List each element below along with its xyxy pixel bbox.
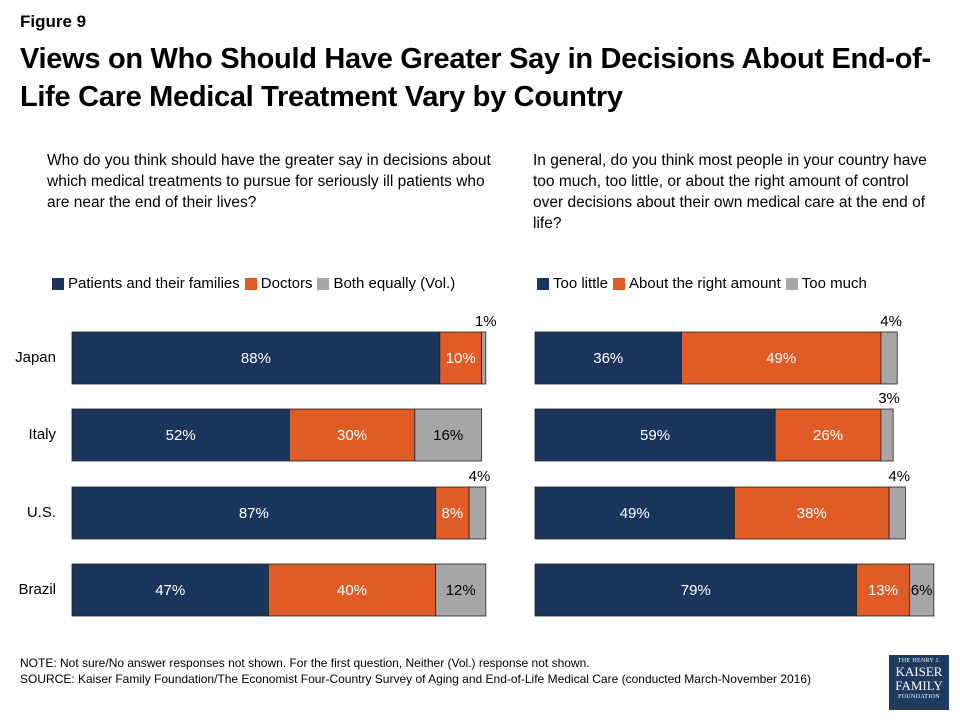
legend-item-doctors: Doctors bbox=[244, 275, 313, 292]
bar-segment bbox=[534, 408, 776, 462]
bar-segment bbox=[288, 408, 416, 462]
data-label: 12% bbox=[446, 582, 476, 599]
country-label-italy: Italy bbox=[28, 426, 56, 443]
legend-item-too-much: Too much bbox=[785, 275, 867, 292]
legend-label: Too much bbox=[801, 275, 867, 292]
bar-segment bbox=[435, 563, 487, 617]
data-label: 26% bbox=[813, 427, 843, 444]
bar-segment bbox=[71, 408, 290, 462]
bar-segment bbox=[71, 563, 269, 617]
legend-swatch bbox=[317, 277, 330, 290]
bar-segment bbox=[681, 331, 882, 385]
bar-segment bbox=[774, 408, 882, 462]
country-label-japan: Japan bbox=[15, 349, 56, 366]
bar-segment bbox=[880, 408, 894, 462]
data-label: 6% bbox=[911, 582, 933, 599]
legend-item-about-right: About the right amount bbox=[613, 275, 781, 292]
bar-segment bbox=[880, 331, 898, 385]
right-legend: Too little About the right amount Too mu… bbox=[537, 275, 872, 292]
logo-line: THE HENRY J. bbox=[897, 658, 941, 664]
bar-segment bbox=[888, 486, 906, 540]
data-label: 49% bbox=[766, 350, 796, 367]
legend-swatch bbox=[613, 277, 626, 290]
bar-segment bbox=[468, 486, 487, 540]
data-label: 3% bbox=[878, 390, 900, 407]
data-label: 13% bbox=[868, 582, 898, 599]
note-text: NOTE: Not sure/No answer responses not s… bbox=[20, 656, 590, 670]
bar-segment bbox=[71, 331, 441, 385]
logo-line: KAISER bbox=[895, 664, 943, 679]
bar-segment bbox=[534, 563, 857, 617]
data-label: 1% bbox=[475, 313, 497, 330]
data-label: 47% bbox=[155, 582, 185, 599]
bar-segment bbox=[414, 408, 483, 462]
data-label: 4% bbox=[888, 468, 910, 485]
chart-title: Views on Who Should Have Greater Say in … bbox=[20, 43, 931, 113]
data-label: 4% bbox=[469, 468, 491, 485]
legend-swatch bbox=[785, 277, 798, 290]
bar-segment bbox=[481, 331, 487, 385]
legend-label: Too little bbox=[553, 275, 609, 292]
right-question: In general, do you think most people in … bbox=[533, 152, 927, 232]
bar-segment bbox=[71, 486, 437, 540]
country-label-brazil: Brazil bbox=[18, 581, 56, 598]
bar-segment bbox=[439, 331, 483, 385]
data-label: 38% bbox=[797, 505, 827, 522]
legend-swatch bbox=[537, 277, 549, 290]
legend-label: About the right amount bbox=[629, 275, 781, 292]
data-label: 36% bbox=[593, 350, 623, 367]
legend-label: Doctors bbox=[260, 275, 313, 292]
bar-segment bbox=[435, 486, 470, 540]
country-label-us: U.S. bbox=[26, 504, 56, 521]
bar-segment bbox=[534, 486, 735, 540]
data-label: 30% bbox=[337, 427, 367, 444]
legend-label: Patients and their families bbox=[68, 275, 240, 292]
data-label: 4% bbox=[880, 313, 902, 330]
data-label: 52% bbox=[166, 427, 196, 444]
data-label: 8% bbox=[442, 505, 464, 522]
source-text: SOURCE: Kaiser Family Foundation/The Eco… bbox=[20, 672, 812, 686]
bar-segment bbox=[534, 331, 682, 385]
figure-label: Figure 9 bbox=[20, 12, 87, 31]
data-label: 16% bbox=[433, 427, 463, 444]
legend-item-too-little: Too little bbox=[537, 275, 608, 292]
left-question: Who do you think should have the greater… bbox=[47, 152, 491, 211]
bar-segment bbox=[268, 563, 437, 617]
legend-swatch bbox=[52, 277, 64, 290]
notes: NOTE: Not sure/No answer responses not s… bbox=[20, 655, 870, 687]
bar-segment bbox=[734, 486, 890, 540]
legend-label: Both equally (Vol.) bbox=[333, 275, 456, 292]
data-label: 59% bbox=[640, 427, 670, 444]
data-label: 87% bbox=[239, 505, 269, 522]
legend-item-patients: Patients and their families bbox=[52, 275, 240, 292]
data-label: 49% bbox=[620, 505, 650, 522]
logo-line: FAMILY bbox=[895, 678, 943, 693]
bar-segment bbox=[909, 563, 935, 617]
legend-swatch bbox=[244, 277, 257, 290]
data-label: 10% bbox=[446, 350, 476, 367]
logo-line: FOUNDATION bbox=[898, 694, 940, 700]
data-label: 40% bbox=[337, 582, 367, 599]
left-legend: Patients and their families Doctors Both… bbox=[52, 275, 460, 292]
kff-logo: THE HENRY J. KAISER FAMILY FOUNDATION bbox=[889, 655, 949, 710]
data-label: 79% bbox=[681, 582, 711, 599]
data-label: 88% bbox=[241, 350, 271, 367]
legend-item-both-equally: Both equally (Vol.) bbox=[317, 275, 455, 292]
